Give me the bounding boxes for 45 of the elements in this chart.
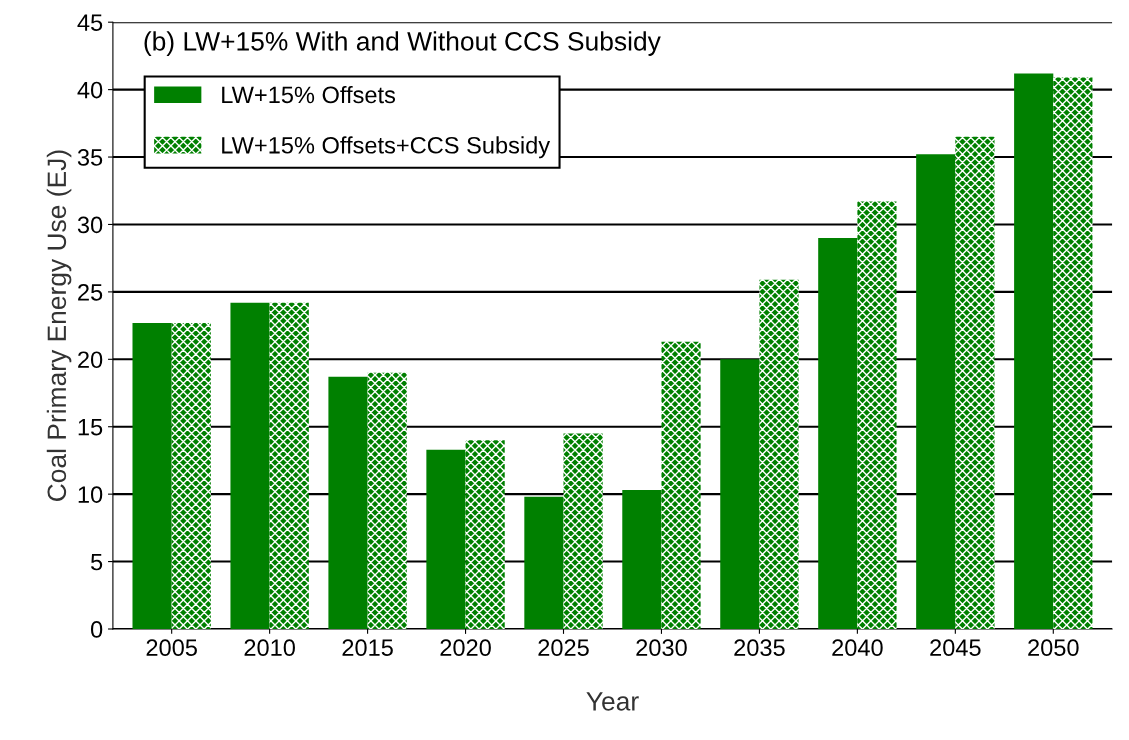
bar xyxy=(720,359,760,629)
y-tick-label: 20 xyxy=(78,351,103,369)
bar xyxy=(563,433,603,629)
x-tick-label: 2005 xyxy=(146,639,197,657)
bar xyxy=(818,237,858,629)
y-axis-title: Coal Primary Energy Use (EJ) xyxy=(46,150,72,501)
legend-label: LW+15% Offsets xyxy=(222,85,396,104)
x-tick-label: 2010 xyxy=(244,639,295,657)
y-tick-label: 10 xyxy=(78,486,103,503)
y-tick-label: 15 xyxy=(78,419,103,436)
x-tick-label: 2015 xyxy=(342,639,393,657)
bar xyxy=(426,449,466,629)
y-tick-label: 35 xyxy=(77,149,103,166)
y-tick-label: 5 xyxy=(90,553,103,571)
x-tick-label: 2045 xyxy=(930,639,981,657)
bar xyxy=(759,279,799,629)
bar xyxy=(328,376,368,629)
chart-title: (b) LW+15% With and Without CCS Subsidy xyxy=(144,31,661,56)
x-tick-label: 2020 xyxy=(440,639,491,657)
x-tick-label: 2050 xyxy=(1028,639,1079,657)
bar xyxy=(622,490,662,629)
bar xyxy=(916,154,956,629)
y-tick-label: 45 xyxy=(77,14,103,31)
bar xyxy=(171,322,211,629)
y-tick-label: 0 xyxy=(90,621,103,638)
bar xyxy=(661,341,701,629)
x-tick-label: 2035 xyxy=(734,639,785,657)
bar xyxy=(367,372,407,629)
x-tick-label: 2030 xyxy=(636,639,687,657)
bar xyxy=(132,322,172,629)
bar xyxy=(1014,73,1054,629)
y-tick-label: 25 xyxy=(78,283,103,301)
legend-label: LW+15% Offsets+CCS Subsidy xyxy=(222,136,551,159)
bar xyxy=(269,302,309,629)
x-tick-label: 2025 xyxy=(538,639,589,657)
bar xyxy=(1053,77,1093,629)
bar xyxy=(524,496,564,629)
x-axis-title: Year xyxy=(586,692,639,711)
bar xyxy=(465,440,505,629)
bar xyxy=(230,302,270,629)
y-tick-label: 30 xyxy=(77,216,103,234)
x-tick-label: 2040 xyxy=(832,639,883,657)
bar xyxy=(857,201,897,629)
bar xyxy=(955,136,995,629)
y-tick-label: 40 xyxy=(77,81,103,99)
